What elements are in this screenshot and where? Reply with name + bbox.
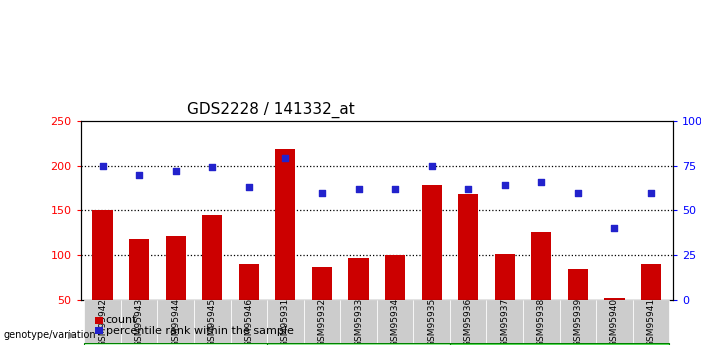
Bar bbox=[129, 239, 149, 345]
FancyBboxPatch shape bbox=[559, 300, 596, 345]
Bar bbox=[275, 149, 295, 345]
FancyBboxPatch shape bbox=[450, 343, 669, 345]
FancyBboxPatch shape bbox=[84, 300, 121, 345]
FancyBboxPatch shape bbox=[340, 300, 377, 345]
Point bbox=[316, 190, 327, 195]
Text: GSM95933: GSM95933 bbox=[354, 298, 363, 345]
Bar bbox=[385, 255, 405, 345]
FancyBboxPatch shape bbox=[523, 300, 559, 345]
Bar bbox=[421, 185, 442, 345]
FancyBboxPatch shape bbox=[304, 300, 340, 345]
Bar bbox=[458, 194, 478, 345]
FancyBboxPatch shape bbox=[158, 300, 194, 345]
Text: GSM95945: GSM95945 bbox=[207, 298, 217, 345]
Text: GSM95934: GSM95934 bbox=[390, 298, 400, 345]
Text: GSM95939: GSM95939 bbox=[573, 298, 583, 345]
Text: GSM95935: GSM95935 bbox=[427, 298, 436, 345]
FancyBboxPatch shape bbox=[231, 300, 267, 345]
FancyBboxPatch shape bbox=[414, 300, 450, 345]
FancyBboxPatch shape bbox=[377, 300, 414, 345]
Text: GSM95936: GSM95936 bbox=[463, 298, 472, 345]
Bar bbox=[568, 269, 588, 345]
Point bbox=[536, 179, 547, 185]
FancyBboxPatch shape bbox=[633, 300, 669, 345]
Text: GDS2228 / 141332_at: GDS2228 / 141332_at bbox=[187, 102, 355, 118]
Text: GSM95932: GSM95932 bbox=[318, 298, 327, 345]
Bar bbox=[604, 298, 625, 345]
Text: GSM95931: GSM95931 bbox=[281, 298, 290, 345]
Bar bbox=[312, 267, 332, 345]
Text: ▶: ▶ bbox=[68, 330, 76, 339]
Text: GSM95946: GSM95946 bbox=[245, 298, 253, 345]
Bar bbox=[202, 215, 222, 345]
FancyBboxPatch shape bbox=[84, 343, 267, 345]
Point bbox=[97, 163, 108, 168]
Point bbox=[609, 226, 620, 231]
Point bbox=[133, 172, 144, 177]
Bar bbox=[348, 258, 369, 345]
Point bbox=[426, 163, 437, 168]
Text: genotype/variation: genotype/variation bbox=[4, 330, 96, 339]
FancyBboxPatch shape bbox=[450, 300, 486, 345]
Bar bbox=[531, 232, 552, 345]
Text: GSM95941: GSM95941 bbox=[646, 298, 655, 345]
Text: count: count bbox=[106, 315, 137, 325]
FancyBboxPatch shape bbox=[486, 300, 523, 345]
Point bbox=[207, 165, 218, 170]
Point bbox=[390, 186, 401, 192]
Bar bbox=[641, 264, 661, 345]
Text: GSM95937: GSM95937 bbox=[501, 298, 509, 345]
Point bbox=[463, 186, 474, 192]
Bar bbox=[93, 210, 113, 345]
Bar bbox=[239, 264, 259, 345]
FancyBboxPatch shape bbox=[194, 300, 231, 345]
Point bbox=[280, 156, 291, 161]
Text: percentile rank within the sample: percentile rank within the sample bbox=[106, 326, 294, 335]
Text: GSM95938: GSM95938 bbox=[537, 298, 546, 345]
Point bbox=[243, 184, 254, 190]
FancyBboxPatch shape bbox=[121, 300, 158, 345]
Point bbox=[646, 190, 657, 195]
Text: GSM95942: GSM95942 bbox=[98, 298, 107, 345]
Point bbox=[170, 168, 182, 174]
Text: GSM95943: GSM95943 bbox=[135, 298, 144, 345]
Bar bbox=[165, 236, 186, 345]
Text: GSM95944: GSM95944 bbox=[171, 298, 180, 345]
FancyBboxPatch shape bbox=[267, 343, 450, 345]
Text: GSM95940: GSM95940 bbox=[610, 298, 619, 345]
Bar bbox=[495, 254, 515, 345]
FancyBboxPatch shape bbox=[596, 300, 633, 345]
Point bbox=[572, 190, 583, 195]
FancyBboxPatch shape bbox=[267, 300, 304, 345]
Point bbox=[353, 186, 364, 192]
Point bbox=[499, 183, 510, 188]
